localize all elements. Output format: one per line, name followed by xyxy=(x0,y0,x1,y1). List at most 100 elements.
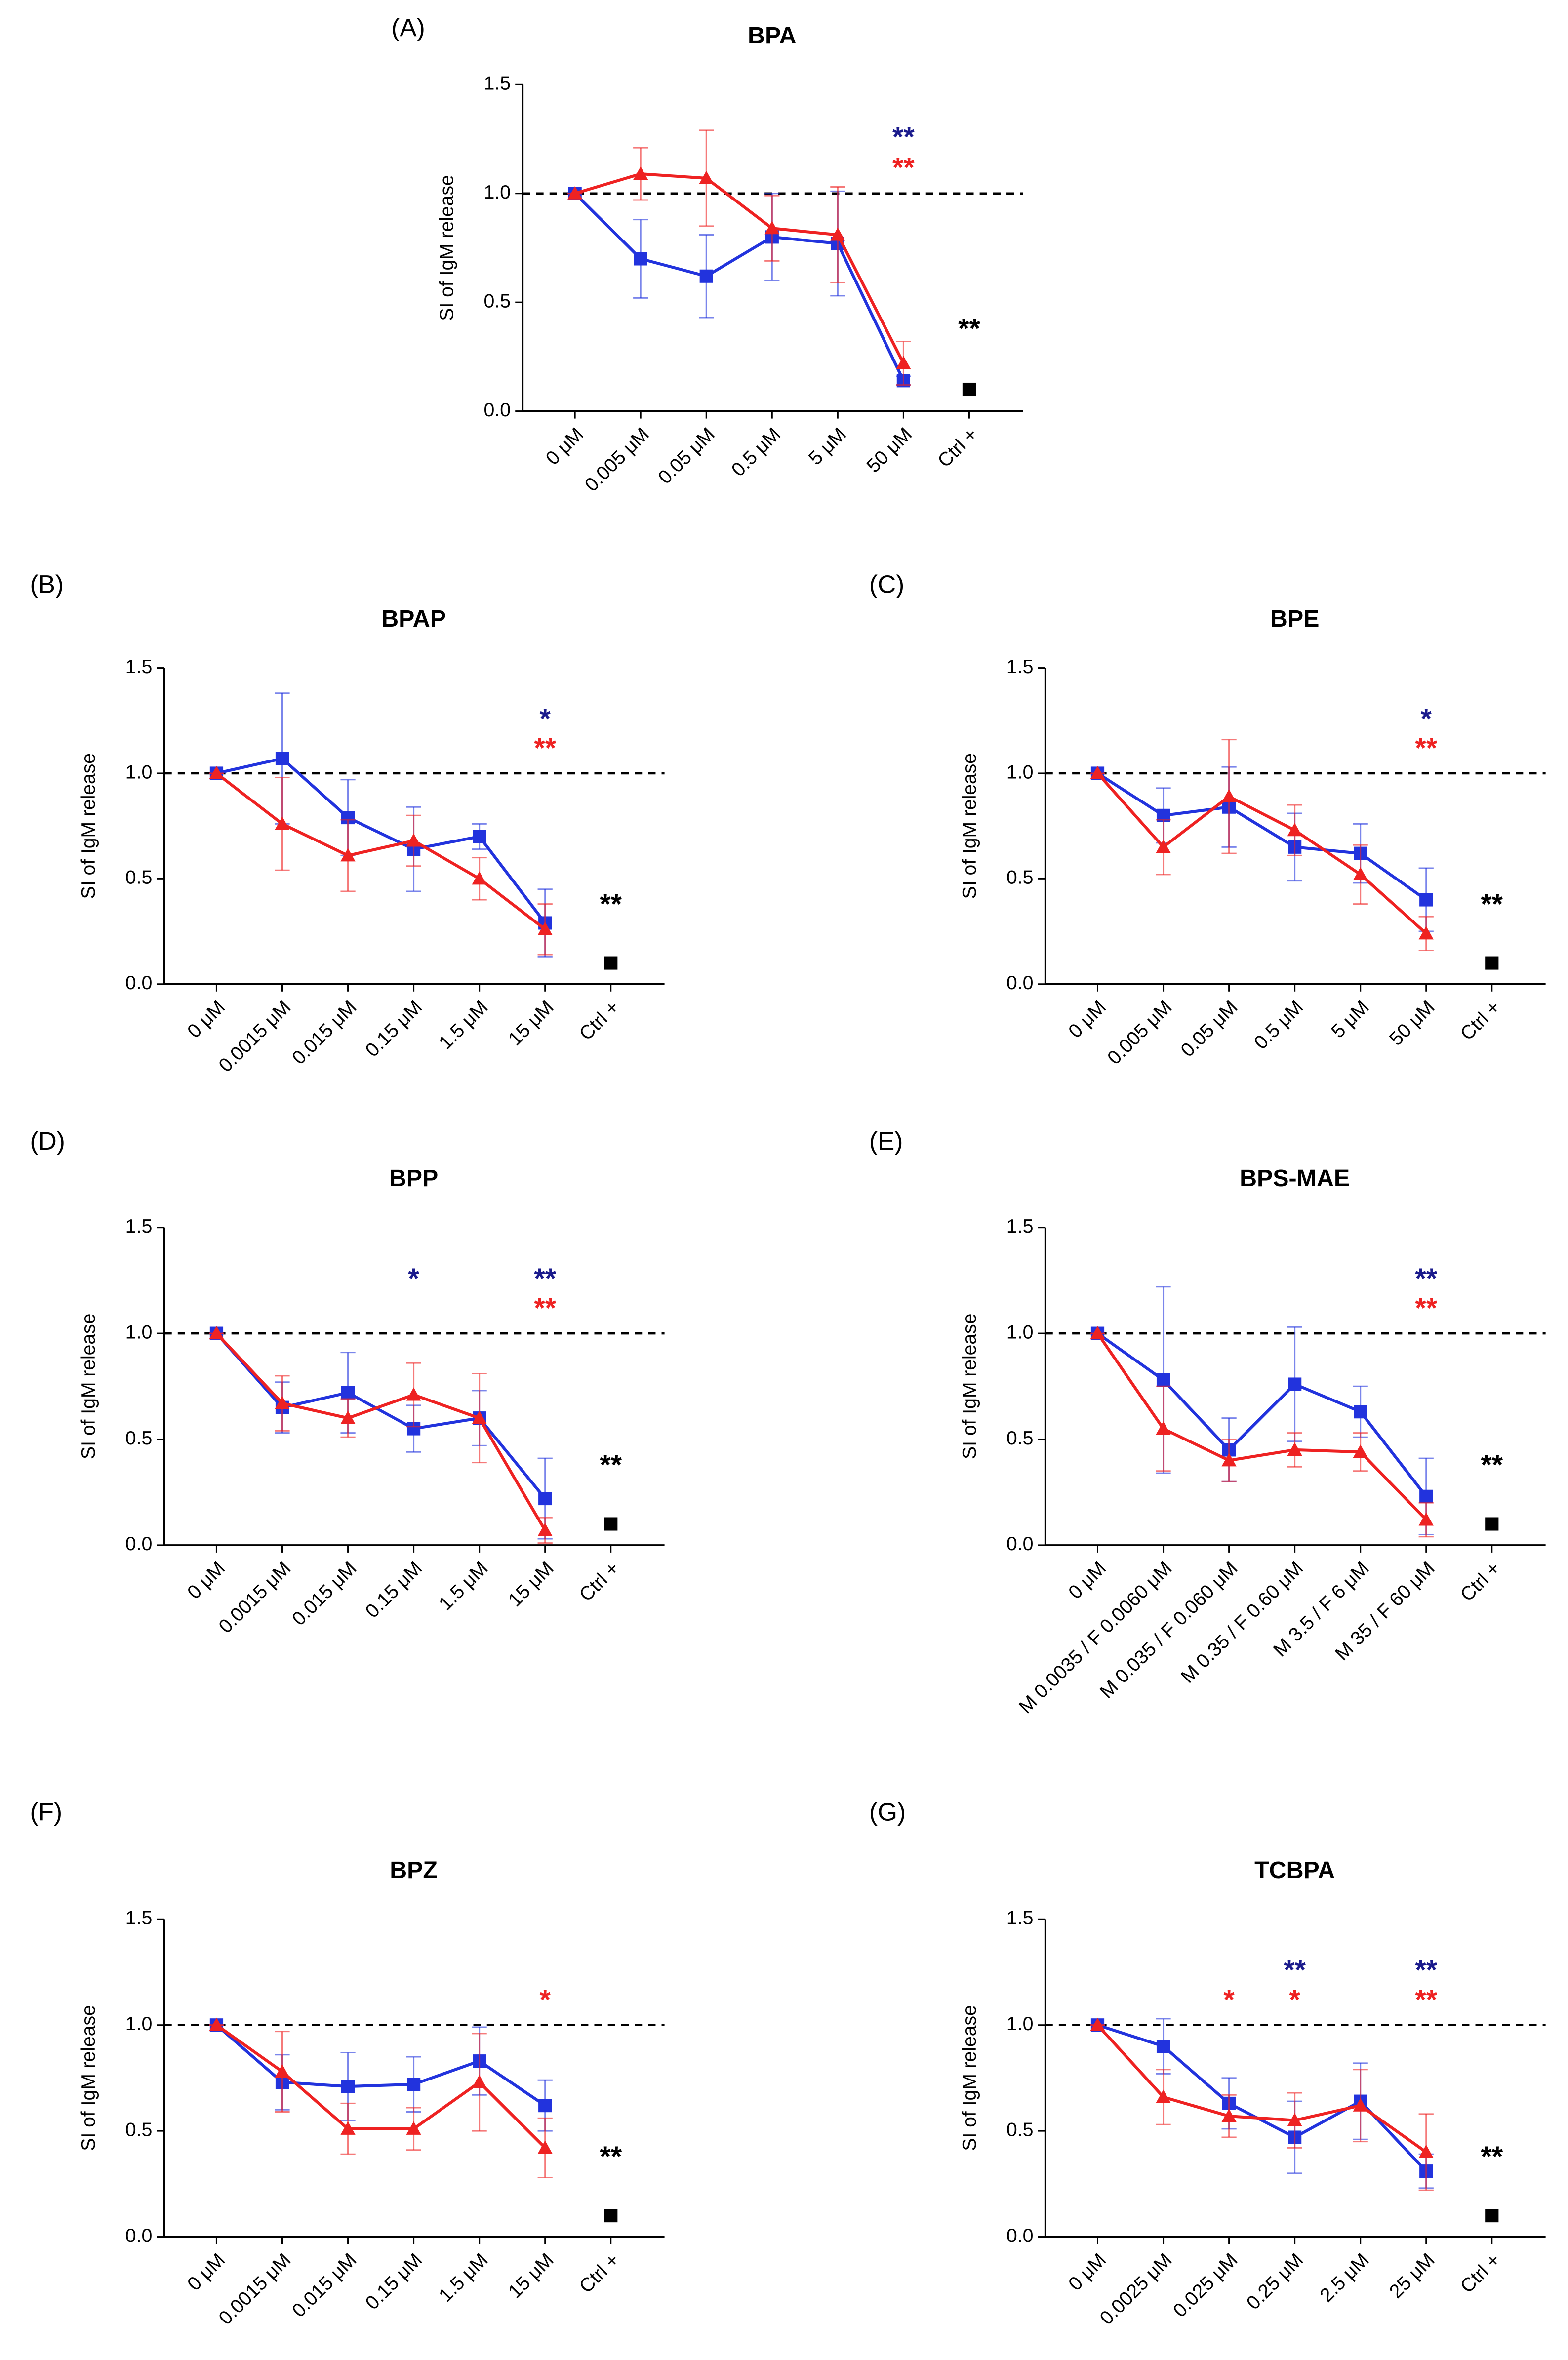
series-line xyxy=(574,192,905,382)
series-line xyxy=(1096,772,1427,901)
x-tick-label: 0.05 μM xyxy=(1177,997,1242,1061)
y-tick-label: 0.5 xyxy=(1006,2120,1034,2141)
significance-star: ** xyxy=(600,1449,622,1480)
point-marker xyxy=(341,2080,355,2093)
significance-star: ** xyxy=(892,152,915,183)
x-tick-label: Ctrl + xyxy=(575,997,624,1044)
y-tick-label: 1.0 xyxy=(1006,761,1034,783)
series-line xyxy=(574,172,905,364)
point-marker xyxy=(1419,1489,1433,1503)
significance-star: * xyxy=(1289,1984,1300,2016)
significance-star: * xyxy=(408,1263,419,1294)
x-tick-label: 15 μM xyxy=(504,1558,558,1611)
panel-label: (A) xyxy=(391,14,425,42)
x-tick-label: 0.015 μM xyxy=(288,997,361,1069)
y-tick-label: 0.5 xyxy=(1006,1428,1034,1449)
chart-title: BPE xyxy=(1270,605,1319,632)
panel-label: (E) xyxy=(869,1127,903,1155)
y-tick-label: 0.0 xyxy=(1006,972,1034,994)
series-line xyxy=(215,1332,547,1500)
x-tick-label: 0.005 μM xyxy=(1103,997,1176,1069)
y-tick-label: 0.0 xyxy=(1006,1533,1034,1555)
point-marker xyxy=(1156,2040,1170,2053)
point-marker xyxy=(1418,926,1434,940)
x-tick-label: 0.0015 μM xyxy=(215,2249,295,2329)
panel-label: (F) xyxy=(30,1798,62,1826)
point-marker xyxy=(538,1492,552,1506)
y-tick-label: 0.0 xyxy=(483,400,511,421)
point-marker xyxy=(1288,1377,1302,1391)
point-marker xyxy=(275,1396,290,1409)
point-marker xyxy=(567,186,583,200)
y-tick-label: 1.0 xyxy=(125,761,153,783)
point-marker xyxy=(537,921,553,935)
point-marker xyxy=(1090,1326,1105,1340)
point-marker xyxy=(209,2017,224,2031)
y-tick-label: 1.0 xyxy=(483,182,511,203)
x-tick-label: 25 μM xyxy=(1385,2249,1439,2303)
point-marker xyxy=(209,765,224,779)
point-marker xyxy=(1221,2109,1237,2122)
point-marker xyxy=(406,1387,421,1401)
chart-title: BPA xyxy=(748,22,797,49)
point-marker xyxy=(699,170,714,184)
series-line xyxy=(215,2024,546,2107)
x-tick-label: Ctrl + xyxy=(934,424,982,472)
point-marker xyxy=(340,2121,356,2135)
point-marker xyxy=(340,848,356,862)
point-marker xyxy=(699,269,713,283)
series-line xyxy=(215,772,546,931)
point-marker xyxy=(1156,2089,1171,2103)
x-tick-label: 15 μM xyxy=(504,2249,558,2303)
point-marker xyxy=(1418,1512,1434,1526)
x-tick-label: 0.005 μM xyxy=(581,424,653,496)
point-marker xyxy=(1485,2209,1499,2223)
x-tick-label: 0.5 μM xyxy=(727,424,785,480)
significance-star: ** xyxy=(1284,1955,1306,1986)
chart-title: TCBPA xyxy=(1254,1857,1335,1883)
point-marker xyxy=(1287,823,1302,837)
y-axis-label: SI of IgM release xyxy=(959,2005,980,2151)
x-tick-label: 0.15 μM xyxy=(362,997,426,1061)
y-tick-label: 0.5 xyxy=(483,291,511,312)
x-tick-label: 0.015 μM xyxy=(288,2249,361,2321)
x-tick-label: 0 μM xyxy=(1064,1558,1110,1603)
point-marker xyxy=(537,2140,553,2154)
y-axis-label: SI of IgM release xyxy=(78,2005,99,2151)
significance-star: ** xyxy=(1481,2141,1503,2172)
y-tick-label: 1.0 xyxy=(125,1322,153,1343)
y-tick-label: 0.5 xyxy=(1006,867,1034,888)
panel-label: (B) xyxy=(30,570,64,599)
significance-star: * xyxy=(1223,1984,1235,2016)
series-line xyxy=(1096,2024,1427,2154)
chart-title: BPZ xyxy=(390,1857,438,1883)
panel-label: (G) xyxy=(869,1798,906,1826)
x-tick-label: 0.025 μM xyxy=(1169,2249,1242,2321)
y-tick-label: 1.5 xyxy=(125,1908,153,1929)
significance-star: ** xyxy=(534,1292,556,1324)
point-marker xyxy=(406,2121,421,2135)
point-marker xyxy=(1156,1373,1170,1387)
y-axis-label: SI of IgM release xyxy=(959,753,980,899)
point-marker xyxy=(275,816,290,830)
point-marker xyxy=(537,1522,553,1536)
significance-star: ** xyxy=(1481,888,1503,920)
x-tick-label: 0 μM xyxy=(183,997,229,1042)
x-tick-label: 1.5 μM xyxy=(435,2249,492,2306)
point-marker xyxy=(604,956,618,970)
x-tick-label: 0.0025 μM xyxy=(1096,2249,1176,2329)
x-tick-label: 0 μM xyxy=(1064,2249,1110,2295)
x-tick-label: Ctrl + xyxy=(1456,1558,1505,1605)
point-marker xyxy=(1287,1442,1302,1456)
x-tick-label: 15 μM xyxy=(504,997,558,1050)
y-tick-label: 1.0 xyxy=(1006,2013,1034,2035)
point-marker xyxy=(1287,2113,1302,2126)
panel-label: (C) xyxy=(869,570,904,599)
point-marker xyxy=(604,1517,618,1531)
x-tick-label: 0.015 μM xyxy=(288,1558,361,1630)
series-line xyxy=(215,2024,546,2149)
point-marker xyxy=(406,2078,421,2091)
chart-title: BPAP xyxy=(381,605,446,632)
point-marker xyxy=(472,2075,487,2088)
